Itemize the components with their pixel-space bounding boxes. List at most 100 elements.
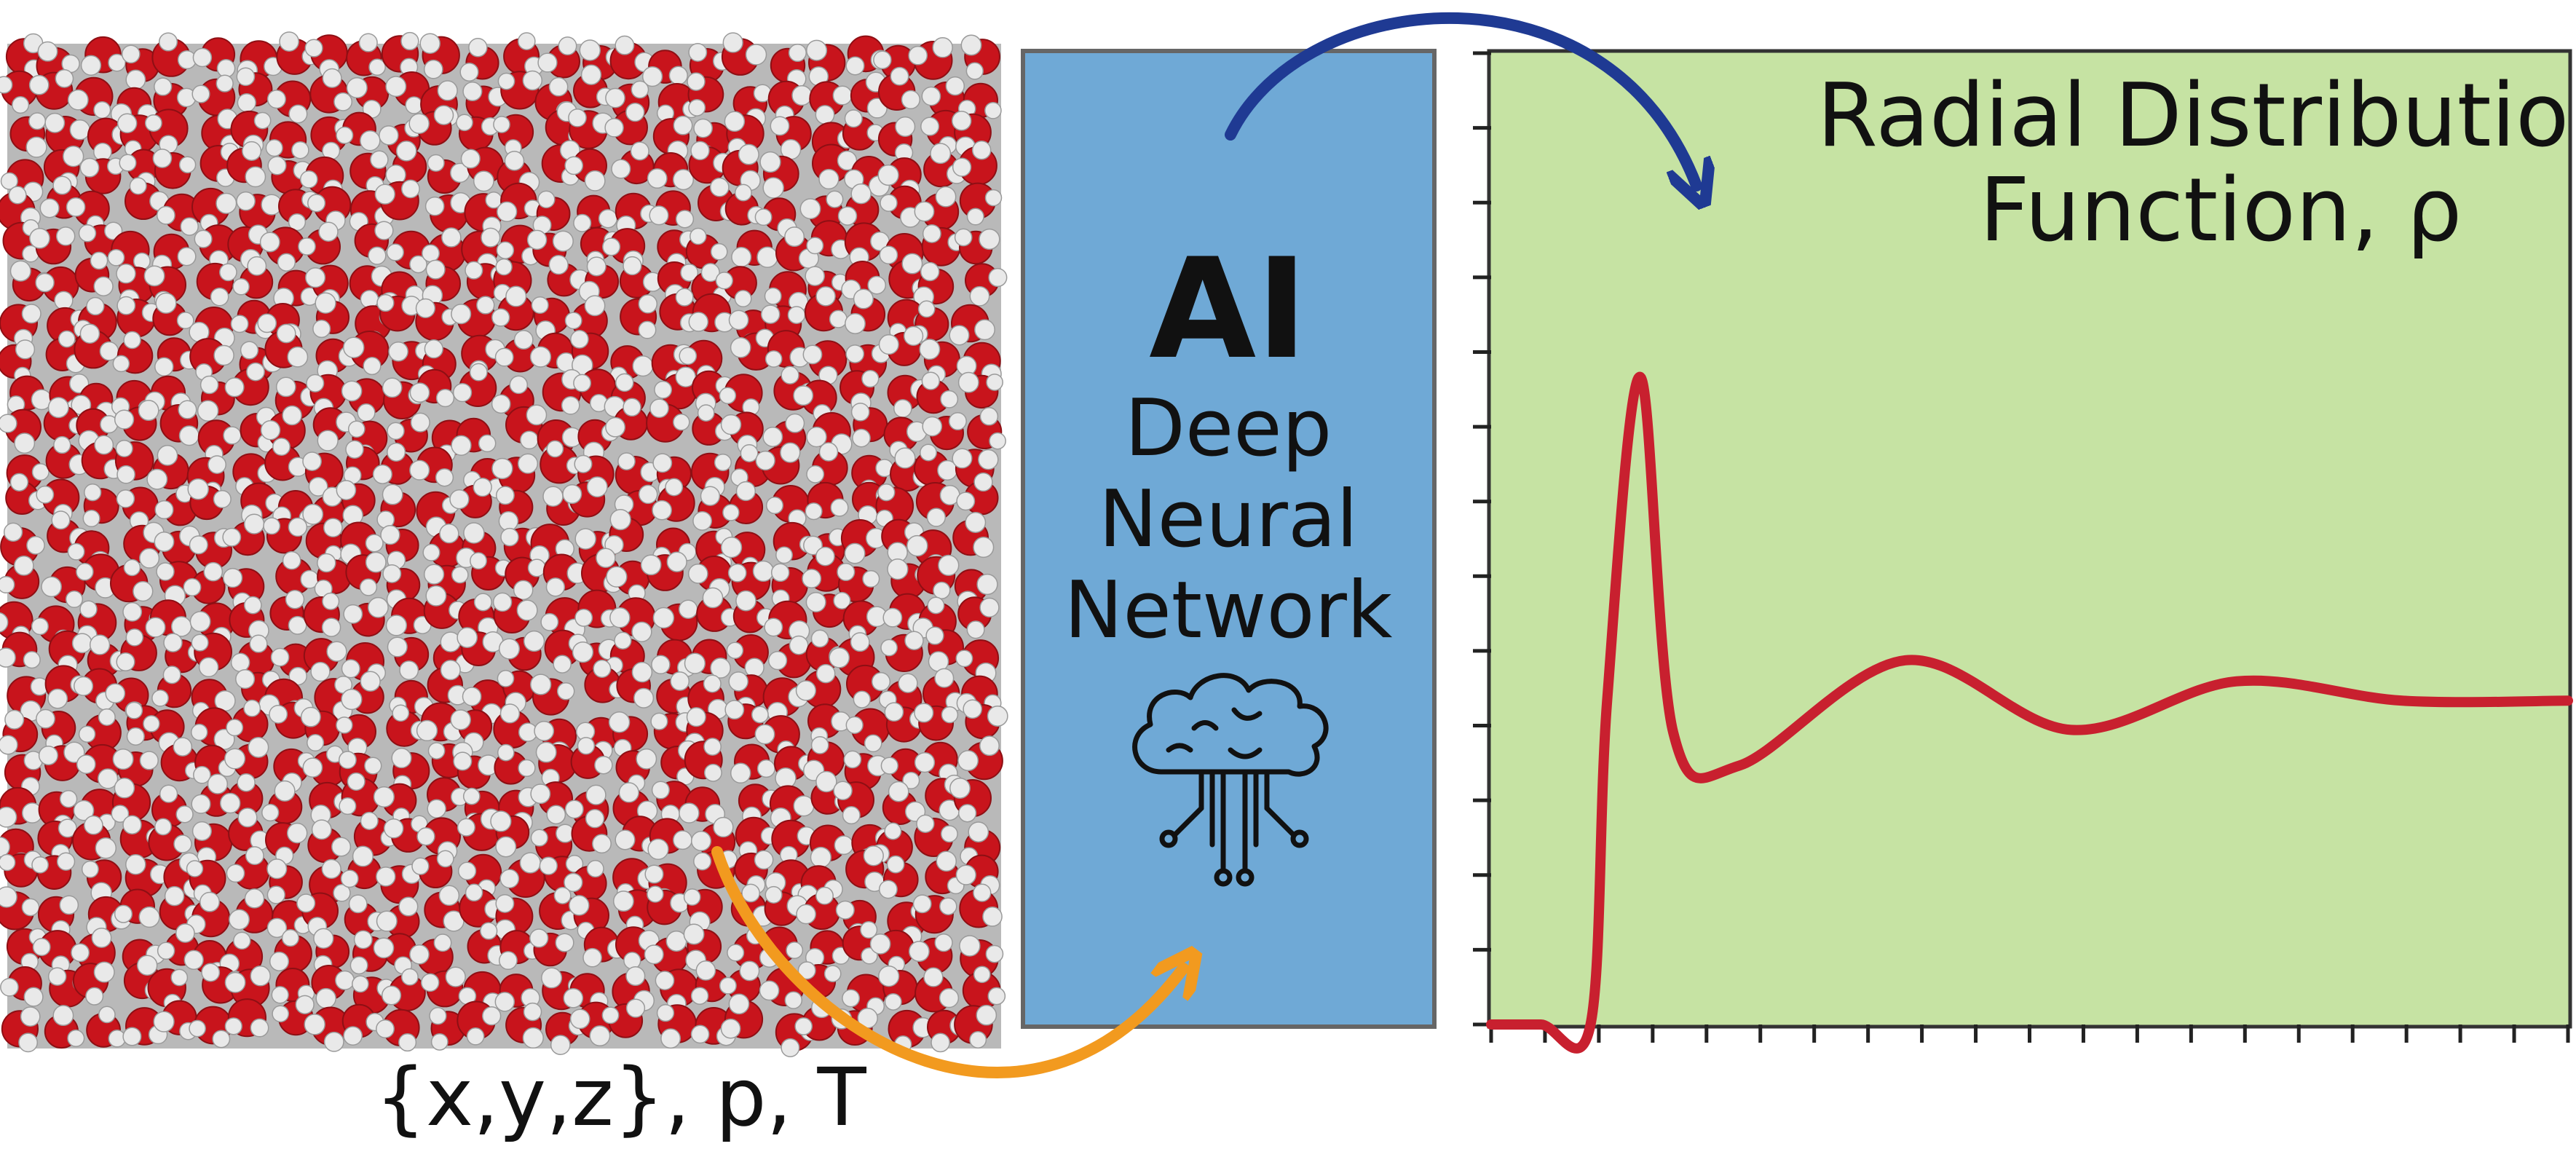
blue-curved-arrow: [1225, 12, 1696, 186]
hydrogen-atom: [963, 699, 983, 719]
hydrogen-atom: [465, 261, 483, 280]
hydrogen-atom: [163, 633, 183, 652]
hydrogen-atom: [178, 425, 199, 446]
hydrogen-atom: [951, 111, 972, 131]
hydrogen-atom: [400, 968, 419, 986]
hydrogen-atom: [191, 633, 209, 652]
water-molecules: [0, 31, 1008, 1057]
hydrogen-atom: [279, 31, 299, 52]
hydrogen-atom: [762, 427, 783, 447]
hydrogen-atom: [427, 799, 446, 818]
hydrogen-atom: [116, 296, 136, 315]
hydrogen-atom: [786, 941, 804, 960]
hydrogen-atom: [941, 706, 959, 724]
hydrogen-atom: [341, 688, 363, 711]
hydrogen-atom: [490, 810, 512, 832]
hydrogen-atom: [302, 503, 324, 525]
hydrogen-atom: [304, 39, 323, 58]
hydrogen-atom: [456, 114, 473, 132]
hydrogen-atom: [675, 288, 694, 307]
hydrogen-atom: [641, 66, 663, 87]
hydrogen-atom: [903, 325, 924, 347]
hydrogen-atom: [815, 546, 835, 566]
hydrogen-atom: [341, 659, 360, 679]
hydrogen-atom: [453, 751, 473, 771]
hydrogen-atom: [850, 402, 870, 422]
hydrogen-atom: [519, 852, 541, 874]
hydrogen-atom: [906, 534, 928, 557]
hydrogen-atom: [94, 435, 114, 455]
hydrogen-atom: [39, 198, 60, 218]
hydrogen-atom: [277, 253, 296, 272]
hydrogen-atom: [178, 156, 197, 174]
ai-label-deep: Deep: [1125, 383, 1332, 474]
hydrogen-atom: [810, 846, 832, 869]
hydrogen-atom: [363, 357, 382, 376]
hydrogen-atom: [425, 585, 447, 607]
hydrogen-atom: [553, 655, 572, 674]
orange-curved-arrow: [711, 846, 1183, 1078]
hydrogen-atom: [785, 413, 805, 433]
hydrogen-atom: [152, 149, 173, 168]
hydrogen-atom: [340, 869, 359, 888]
hydrogen-atom: [230, 652, 250, 673]
hydrogen-atom: [0, 806, 17, 828]
hydrogen-atom: [938, 554, 960, 577]
hydrogen-atom: [651, 781, 670, 799]
hydrogen-atom: [973, 472, 993, 492]
hydrogen-atom: [702, 587, 724, 609]
hydrogen-atom: [655, 971, 675, 990]
hydrogen-atom: [513, 580, 534, 601]
hydrogen-atom: [125, 853, 146, 875]
hydrogen-atom: [133, 580, 154, 602]
hydrogen-atom: [957, 371, 979, 393]
hydrogen-atom: [687, 72, 706, 91]
hydrogen-atom: [391, 748, 412, 769]
hydrogen-atom: [714, 454, 732, 472]
hydrogen-atom: [949, 325, 970, 346]
hydrogen-atom: [365, 534, 384, 553]
hydrogen-atom: [0, 735, 18, 755]
hydrogen-atom: [833, 781, 853, 801]
hydrogen-atom: [923, 967, 944, 987]
hydrogen-atom: [668, 66, 688, 85]
hydrogen-atom: [41, 576, 62, 598]
hydrogen-atom: [585, 809, 605, 829]
hydrogen-atom: [845, 344, 865, 363]
hydrogen-atom: [244, 888, 265, 909]
hydrogen-atom: [248, 736, 269, 758]
hydrogen-atom: [176, 312, 194, 330]
hydrogen-atom: [360, 811, 379, 830]
hydrogen-atom: [357, 403, 376, 422]
hydrogen-atom: [364, 757, 382, 775]
hydrogen-atom: [650, 712, 668, 730]
hydrogen-atom: [850, 183, 872, 205]
hydrogen-atom: [55, 69, 74, 88]
hydrogen-atom: [47, 688, 68, 709]
hydrogen-atom: [423, 59, 443, 79]
hydrogen-atom: [153, 1011, 175, 1032]
hydrogen-atom: [322, 68, 342, 88]
hydrogen-atom: [589, 1025, 611, 1047]
hydrogen-atom: [720, 1018, 741, 1039]
hydrogen-atom: [794, 1017, 813, 1035]
hydrogen-atom: [877, 483, 896, 502]
hydrogen-atom: [156, 562, 175, 581]
hydrogen-atom: [914, 201, 935, 222]
hydrogen-atom: [727, 563, 747, 583]
hydrogen-atom: [58, 818, 77, 838]
hydrogen-atom: [818, 442, 839, 462]
hydrogen-atom: [321, 858, 341, 880]
hydrogen-atom: [305, 267, 326, 288]
hydrogen-atom: [18, 1032, 39, 1053]
rdf-plot: Radial Distribution Function, ρ: [1473, 49, 2576, 1054]
hydrogen-atom: [146, 468, 168, 490]
hydrogen-atom: [679, 802, 700, 824]
hydrogen-atom: [56, 852, 76, 871]
hydrogen-atom: [894, 447, 916, 469]
hydrogen-atom: [240, 341, 259, 360]
hydrogen-atom: [592, 834, 612, 854]
hydrogen-atom: [348, 894, 368, 914]
hydrogen-atom: [806, 39, 828, 61]
hydrogen-atom: [586, 860, 604, 878]
